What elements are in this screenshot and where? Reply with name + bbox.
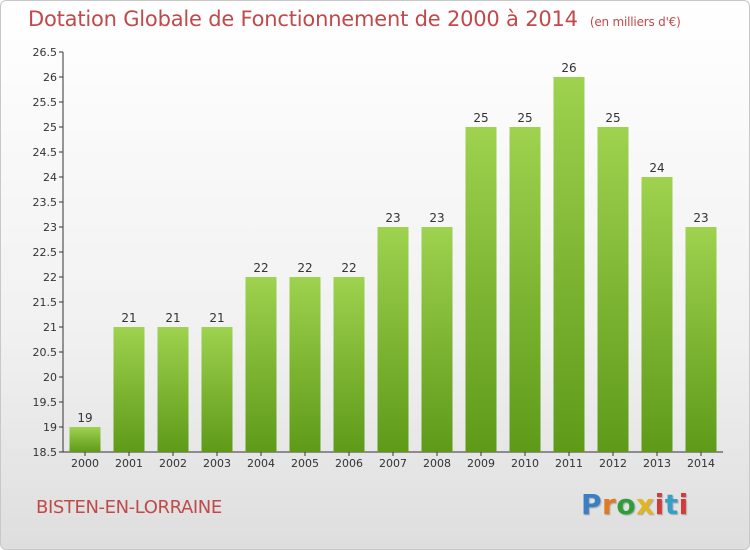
y-tick-label: 19.5 [33, 396, 58, 409]
x-tick-label: 2014 [687, 457, 715, 470]
data-label-2000: 19 [77, 411, 92, 425]
bar-2008 [421, 227, 453, 452]
bar-2006 [333, 277, 365, 452]
bar-2010 [509, 127, 541, 452]
bar-2005 [289, 277, 321, 452]
x-tick-label: 2004 [247, 457, 275, 470]
chart-title: Dotation Globale de Fonctionnement de 20… [28, 7, 681, 31]
data-label-2002: 21 [165, 311, 180, 325]
bar-2007 [377, 227, 409, 452]
x-tick-label: 2011 [555, 457, 583, 470]
commune-name: BISTEN-EN-LORRAINE [36, 497, 222, 518]
y-tick-label: 20.5 [33, 346, 58, 359]
x-tick-label: 2000 [71, 457, 99, 470]
bar-2012 [597, 127, 629, 452]
y-tick-label: 21.5 [33, 296, 58, 309]
data-label-2013: 24 [649, 161, 664, 175]
x-tick-label: 2013 [643, 457, 671, 470]
y-tick-label: 23 [43, 221, 57, 234]
x-tick-label: 2009 [467, 457, 495, 470]
bar-2009 [465, 127, 497, 452]
x-tick-label: 2005 [291, 457, 319, 470]
bar-2002 [157, 327, 189, 452]
y-tick-label: 20 [43, 371, 57, 384]
data-label-2006: 22 [341, 261, 356, 275]
bar-2004 [245, 277, 277, 452]
y-tick-label: 25.5 [33, 96, 58, 109]
bar-2003 [201, 327, 233, 452]
y-tick-label: 26 [43, 71, 57, 84]
y-tick-label: 19 [43, 421, 57, 434]
data-label-2004: 22 [253, 261, 268, 275]
bar-2000 [69, 427, 101, 452]
y-tick-label: 26.5 [33, 46, 58, 59]
data-label-2012: 25 [605, 111, 620, 125]
data-label-2010: 25 [517, 111, 532, 125]
y-tick-label: 18.5 [33, 446, 58, 459]
data-label-2011: 26 [561, 61, 576, 75]
y-tick-label: 22.5 [33, 246, 58, 259]
proxiti-logo: Proxiti [581, 488, 689, 521]
bar-2014 [685, 227, 717, 452]
y-tick-label: 24 [43, 171, 57, 184]
y-tick-label: 22 [43, 271, 57, 284]
data-label-2009: 25 [473, 111, 488, 125]
bar-2011 [553, 77, 585, 452]
x-tick-label: 2008 [423, 457, 451, 470]
chart-title-text: Dotation Globale de Fonctionnement de 20… [28, 7, 578, 31]
bar-2013 [641, 177, 673, 452]
x-tick-label: 2001 [115, 457, 143, 470]
data-label-2014: 23 [693, 211, 708, 225]
data-label-2003: 21 [209, 311, 224, 325]
x-tick-label: 2002 [159, 457, 187, 470]
x-tick-label: 2010 [511, 457, 539, 470]
bar-2001 [113, 327, 145, 452]
chart-unit: (en milliers d'€) [589, 15, 681, 29]
data-label-2001: 21 [121, 311, 136, 325]
data-label-2007: 23 [385, 211, 400, 225]
y-tick-label: 21 [43, 321, 57, 334]
x-tick-label: 2003 [203, 457, 231, 470]
x-tick-label: 2006 [335, 457, 363, 470]
y-tick-label: 23.5 [33, 196, 58, 209]
chart-axes: 18.5 19 19.5 20 20.5 21 21.5 22 22.5 23 23.5 24 24.5… [33, 46, 723, 470]
y-tick-label: 25 [43, 121, 57, 134]
data-label-2005: 22 [297, 261, 312, 275]
chart-bars: 19 21 21 21 22 22 22 23 23 25 25 26 25 24 23 [69, 61, 717, 452]
x-tick-label: 2012 [599, 457, 627, 470]
x-tick-label: 2007 [379, 457, 407, 470]
y-tick-label: 24.5 [33, 146, 58, 159]
data-label-2008: 23 [429, 211, 444, 225]
